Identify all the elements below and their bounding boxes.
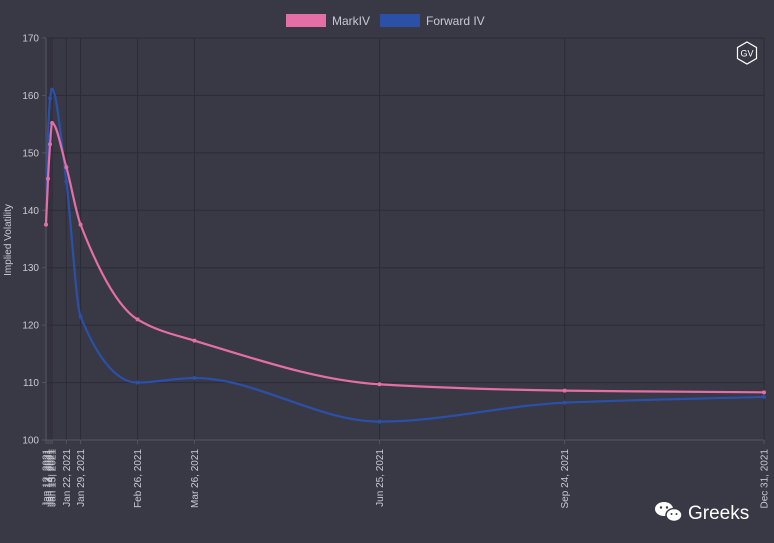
data-point-forward-iv[interactable] xyxy=(377,419,382,424)
data-point-markiv[interactable] xyxy=(46,176,51,181)
series-line-forward-iv xyxy=(44,88,765,423)
data-point-markiv[interactable] xyxy=(192,338,197,343)
x-tick-label: Jan 29, 2021 xyxy=(76,449,87,507)
grid-lines xyxy=(45,37,765,441)
y-tick-label: 120 xyxy=(22,321,39,332)
y-tick-label: 100 xyxy=(22,436,39,447)
x-tick-label: Feb 26, 2021 xyxy=(133,449,144,508)
y-tick-label: 150 xyxy=(22,148,39,159)
series-markiv xyxy=(44,120,766,395)
data-point-markiv[interactable] xyxy=(50,120,55,125)
data-point-forward-iv[interactable] xyxy=(64,179,69,184)
legend-item-markiv[interactable]: MarkIV xyxy=(286,14,370,28)
y-axis-title: Implied Volatility xyxy=(3,204,14,276)
data-point-markiv[interactable] xyxy=(44,222,48,227)
data-point-markiv[interactable] xyxy=(64,165,69,170)
legend-label: Forward IV xyxy=(426,14,485,28)
series-line-markiv xyxy=(44,121,765,394)
x-tick-label: Jan 15, 2021 xyxy=(48,449,59,507)
x-tick-label: Jan 13, 2021 xyxy=(44,449,55,507)
data-point-forward-iv[interactable] xyxy=(762,394,766,399)
x-tick-label: Mar 26, 2021 xyxy=(190,449,201,508)
y-tick-label: 160 xyxy=(22,91,39,102)
data-point-markiv[interactable] xyxy=(377,382,382,387)
data-point-markiv[interactable] xyxy=(562,388,567,393)
badge-text: GV xyxy=(740,49,753,59)
y-tick-label: 170 xyxy=(22,34,39,45)
data-point-forward-iv[interactable] xyxy=(50,87,55,92)
x-tick-label: Sep 24, 2021 xyxy=(560,449,571,509)
data-point-forward-iv[interactable] xyxy=(78,314,83,319)
data-point-markiv[interactable] xyxy=(762,390,766,395)
data-point-markiv[interactable] xyxy=(135,317,140,322)
x-tick-label: Jan 22, 2021 xyxy=(62,449,73,507)
x-tick-label: Jan 14, 2021 xyxy=(46,449,57,507)
data-point-markiv[interactable] xyxy=(78,222,83,227)
data-point-forward-iv[interactable] xyxy=(562,400,567,405)
y-axis: 100 110 120 130 140 150 160 170 xyxy=(22,34,47,447)
watermark: Greeks xyxy=(655,502,749,524)
x-tick-label: Dec 31, 2021 xyxy=(760,449,771,509)
data-point-forward-iv[interactable] xyxy=(135,380,140,385)
watermark-text: Greeks xyxy=(688,503,749,524)
data-point-markiv[interactable] xyxy=(48,142,53,147)
legend-swatch xyxy=(380,14,420,27)
gv-badge: GV xyxy=(736,41,758,65)
series-forward-iv xyxy=(44,87,766,424)
wechat-icon xyxy=(655,502,683,523)
hexagon-logo-icon xyxy=(736,41,758,65)
legend[interactable]: MarkIV Forward IV xyxy=(286,14,485,28)
data-point-forward-iv[interactable] xyxy=(192,375,197,380)
legend-item-forward-iv[interactable]: Forward IV xyxy=(380,14,485,28)
y-tick-label: 140 xyxy=(22,206,39,217)
series-layer xyxy=(44,87,766,424)
x-tick-label: Jan 12, 2021 xyxy=(42,449,53,507)
legend-swatch xyxy=(286,14,326,27)
y-tick-label: 110 xyxy=(23,378,39,389)
y-tick-label: 130 xyxy=(22,263,39,274)
data-point-forward-iv[interactable] xyxy=(48,96,53,101)
legend-label: MarkIV xyxy=(332,14,370,28)
data-point-forward-iv[interactable] xyxy=(46,133,51,138)
x-tick-label: Jun 25, 2021 xyxy=(375,449,386,507)
